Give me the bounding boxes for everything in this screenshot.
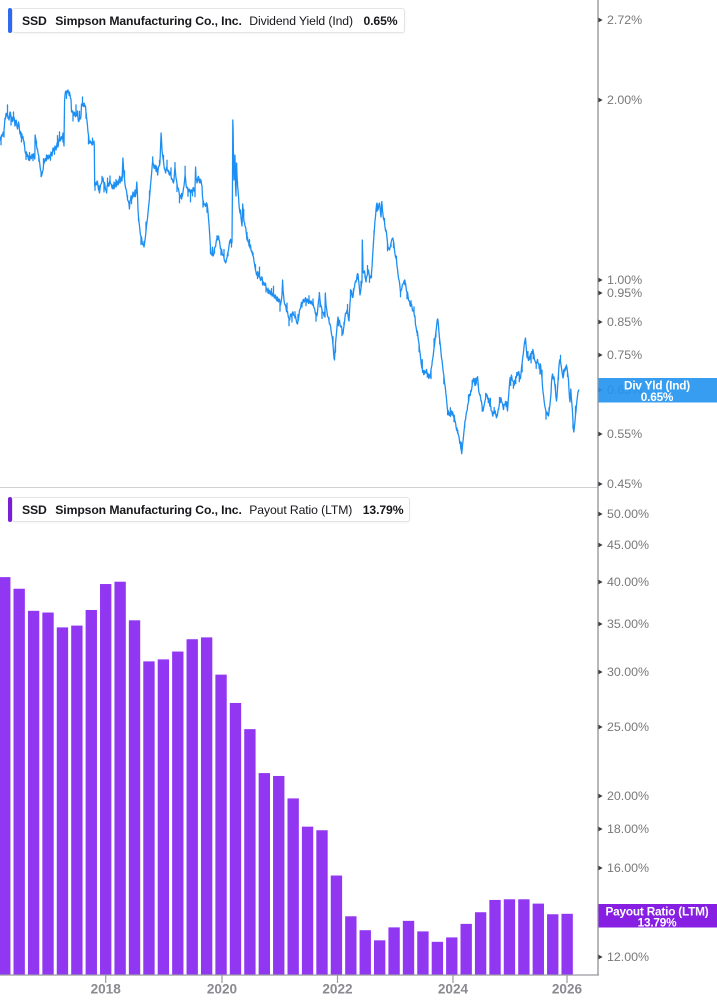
- svg-text:20.00%: 20.00%: [607, 789, 649, 803]
- svg-text:0.65%: 0.65%: [641, 390, 674, 404]
- svg-text:40.00%: 40.00%: [607, 575, 649, 589]
- svg-text:2024: 2024: [438, 982, 469, 997]
- svg-text:2018: 2018: [91, 982, 122, 997]
- svg-text:2.72%: 2.72%: [607, 13, 642, 27]
- svg-text:2020: 2020: [207, 982, 237, 997]
- svg-text:1.00%: 1.00%: [607, 273, 642, 287]
- svg-text:2026: 2026: [552, 982, 583, 997]
- svg-text:0.75%: 0.75%: [607, 348, 642, 362]
- svg-text:35.00%: 35.00%: [607, 617, 649, 631]
- svg-text:50.00%: 50.00%: [607, 507, 649, 521]
- svg-text:13.79%: 13.79%: [638, 915, 678, 929]
- svg-text:0.95%: 0.95%: [607, 286, 642, 300]
- svg-text:12.00%: 12.00%: [607, 950, 649, 964]
- svg-text:2022: 2022: [322, 982, 353, 997]
- svg-text:2.00%: 2.00%: [607, 93, 642, 107]
- svg-text:Payout Ratio (LTM): Payout Ratio (LTM): [606, 904, 709, 918]
- svg-text:16.00%: 16.00%: [607, 861, 649, 875]
- svg-text:18.00%: 18.00%: [607, 822, 649, 836]
- svg-text:0.45%: 0.45%: [607, 477, 642, 491]
- svg-text:0.85%: 0.85%: [607, 315, 642, 329]
- svg-text:30.00%: 30.00%: [607, 665, 649, 679]
- svg-text:Div Yld (Ind): Div Yld (Ind): [624, 379, 690, 393]
- svg-text:25.00%: 25.00%: [607, 720, 649, 734]
- svg-text:0.55%: 0.55%: [607, 427, 642, 441]
- svg-text:45.00%: 45.00%: [607, 538, 649, 552]
